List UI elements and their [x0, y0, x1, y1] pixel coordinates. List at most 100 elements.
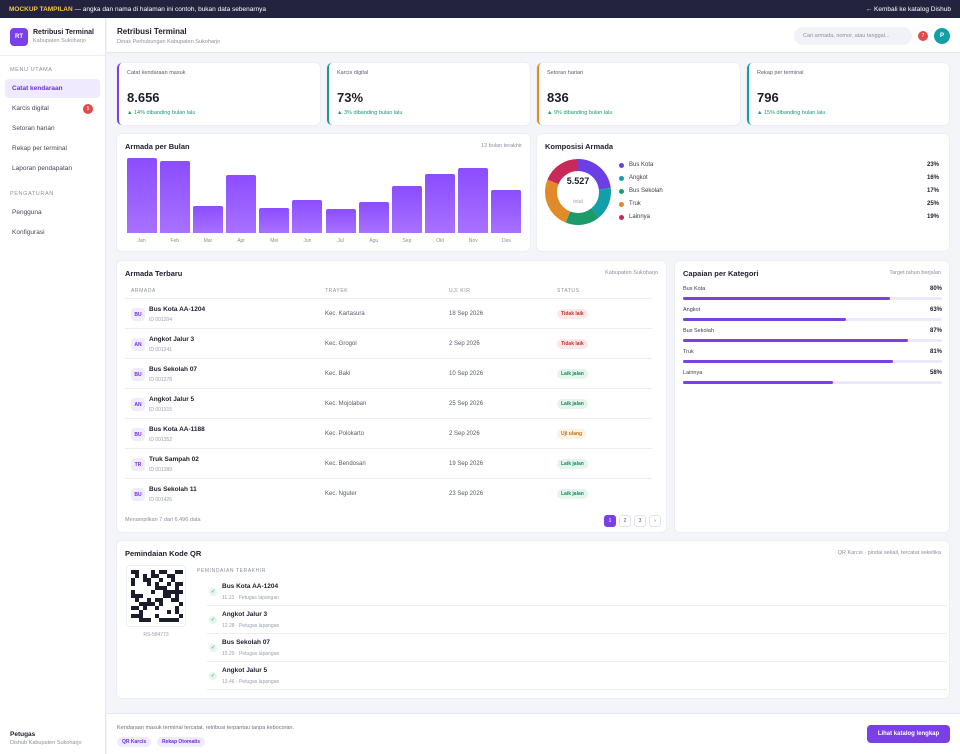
table-title: Armada Terbaru	[125, 269, 183, 278]
bar-mei	[259, 208, 290, 233]
kpi-card-setoran: Setoran harian 836 ▲ 9% dibanding bulan …	[537, 63, 740, 125]
search-input[interactable]	[794, 27, 912, 45]
table-row[interactable]: AN Angkot Jalur 5 ID 001315 Kec. Mojolaban 2…	[125, 388, 652, 418]
sidebar-item-pengguna[interactable]: Pengguna	[5, 203, 100, 222]
col-header-uji-kir: UJI KIR	[449, 288, 471, 294]
armada-id: ID 001204	[149, 317, 173, 323]
qr-module	[131, 606, 135, 610]
kpi-card-catat: Catat kendaraan masuk 8.656 ▲ 14% diband…	[117, 63, 320, 125]
table-row[interactable]: BU Bus Sekolah 11 ID 001426 Kec. Nguter 23 S…	[125, 478, 652, 508]
sidebar-item-label: Pengguna	[12, 209, 42, 216]
legend-swatch	[619, 214, 624, 220]
bar-des	[491, 190, 522, 233]
page-3-button[interactable]: 3	[634, 515, 646, 527]
armada-uji-kir: 25 Sep 2026	[449, 401, 484, 407]
qr-module	[131, 614, 135, 618]
bar-jul	[325, 209, 356, 233]
kpi-label: Catat kendaraan masuk	[127, 70, 186, 76]
check-icon: ✓	[209, 672, 217, 680]
qr-module	[135, 598, 139, 602]
qr-module	[179, 582, 183, 586]
qr-module	[131, 578, 135, 582]
sidebar-item-konfigurasi[interactable]: Konfigurasi	[5, 223, 100, 242]
back-to-catalog-link[interactable]: ← Kembali ke katalog Dishub	[865, 5, 951, 13]
qr-module	[143, 602, 147, 606]
brand: RT Retribusi Terminal Kabupaten Sukoharj…	[0, 18, 105, 56]
qr-frame	[126, 565, 186, 627]
scan-item: ✓ Bus Kota AA-1204 11.13 · Petugas lapanga…	[207, 578, 947, 606]
bar-feb	[159, 161, 190, 233]
capaian-name: Angkot	[683, 307, 701, 313]
sidebar-item-karcis-digital[interactable]: Karcis digital 5	[5, 99, 100, 118]
kpi-label: Rekap per terminal	[757, 70, 804, 76]
qr-module	[171, 574, 175, 578]
table-row[interactable]: BU Bus Kota AA-1188 ID 001352 Kec. Polokart…	[125, 418, 652, 448]
sidebar-item-catat-kendaraan[interactable]: Catat kendaraan	[5, 79, 100, 98]
table-row[interactable]: BU Bus Sekolah 07 ID 001278 Kec. Baki 10 Sep…	[125, 358, 652, 388]
table-row[interactable]: BU Bus Kota AA-1204 ID 001204 Kec. Kartasur…	[125, 298, 652, 328]
table-row[interactable]: TR Truk Sampah 02 ID 001389 Kec. Bendosari 1…	[125, 448, 652, 478]
capaian-progress-track	[683, 297, 942, 300]
armada-terbaru-card: Armada Terbaru Kabupaten Sukoharjo ARMAD…	[117, 261, 666, 532]
status-badge: Tidak laik	[557, 309, 588, 319]
scan-meta: 11.13 · Petugas lapangan	[222, 595, 279, 601]
qr-module	[167, 594, 171, 598]
capaian-progress-fill	[683, 297, 891, 300]
capaian-value: 87%	[929, 328, 942, 334]
scan-name: Bus Kota AA-1204	[222, 583, 279, 590]
qr-module	[179, 614, 183, 618]
month-label: Des	[501, 238, 511, 244]
table-row[interactable]: AN Angkot Jalur 3 ID 001241 Kec. Grogol 2 Se…	[125, 328, 652, 358]
sidebar-item-setoran-harian[interactable]: Setoran harian	[5, 119, 100, 138]
sidebar-item-label: Karcis digital	[12, 105, 49, 112]
armada-name: Bus Sekolah 07	[149, 366, 198, 373]
qr-module	[159, 578, 163, 582]
qr-module	[155, 586, 159, 590]
qr-module	[163, 590, 167, 594]
view-full-catalog-button[interactable]: Lihat katalog lengkap	[867, 725, 950, 743]
capaian-title: Capaian per Kategori	[683, 269, 759, 278]
topbar: Retribusi Terminal Dinas Perhubungan Kab…	[107, 18, 960, 53]
qr-module	[159, 618, 163, 622]
notification-badge[interactable]: 7	[918, 31, 928, 41]
donut-slice-angkot	[545, 159, 611, 225]
user-org: Dishub Kabupaten Sukoharjo	[10, 740, 82, 746]
scan-name: Angkot Jalur 5	[222, 667, 268, 674]
scan-name: Bus Sekolah 07	[222, 639, 271, 646]
kpi-compare: ▲ 3% dibanding bulan lalu	[337, 110, 403, 116]
kpi-value: 8.656	[127, 90, 160, 105]
bar-okt	[425, 173, 456, 233]
qr-module	[147, 618, 151, 622]
sidebar: RT Retribusi Terminal Kabupaten Sukoharj…	[0, 18, 106, 754]
next-page-button[interactable]: ›	[649, 515, 661, 527]
armada-name: Angkot Jalur 3	[149, 336, 195, 343]
scan-meta: 15.29 · Petugas lapangan	[222, 651, 280, 657]
armada-id: ID 001389	[149, 467, 173, 473]
sidebar-item-rekap-terminal[interactable]: Rekap per terminal	[5, 139, 100, 158]
qr-title: Pemindaian Kode QR	[125, 549, 202, 558]
capaian-progress-fill	[683, 381, 834, 384]
qr-module	[175, 594, 179, 598]
avatar[interactable]: P	[934, 28, 950, 44]
qr-module	[143, 606, 147, 610]
qr-module	[171, 590, 175, 594]
capaian-progress-fill	[683, 360, 893, 363]
scan-meta: 12.28 · Petugas lapangan	[222, 623, 280, 629]
status-badge: Tidak laik	[557, 339, 588, 349]
legend-swatch	[619, 188, 624, 194]
legend-value: 16%	[926, 175, 939, 181]
qr-module	[163, 570, 167, 574]
sidebar-item-laporan-pendapatan[interactable]: Laporan pendapatan	[5, 159, 100, 178]
page-1-button[interactable]: 1	[604, 515, 616, 527]
armada-id: ID 001315	[149, 407, 173, 413]
check-icon: ✓	[209, 588, 217, 596]
qr-module	[131, 594, 135, 598]
armada-type-badge: AN	[131, 338, 145, 351]
legend-item: Angkot 16%	[619, 172, 939, 184]
scan-item: ✓ Angkot Jalur 3 12.28 · Petugas lapangan	[207, 606, 947, 634]
qr-module	[139, 614, 143, 618]
kpi-value: 836	[547, 90, 569, 105]
qr-module	[167, 574, 171, 578]
chip-rekap-otomatis: Rekap Otomatis	[157, 737, 206, 747]
page-2-button[interactable]: 2	[619, 515, 631, 527]
